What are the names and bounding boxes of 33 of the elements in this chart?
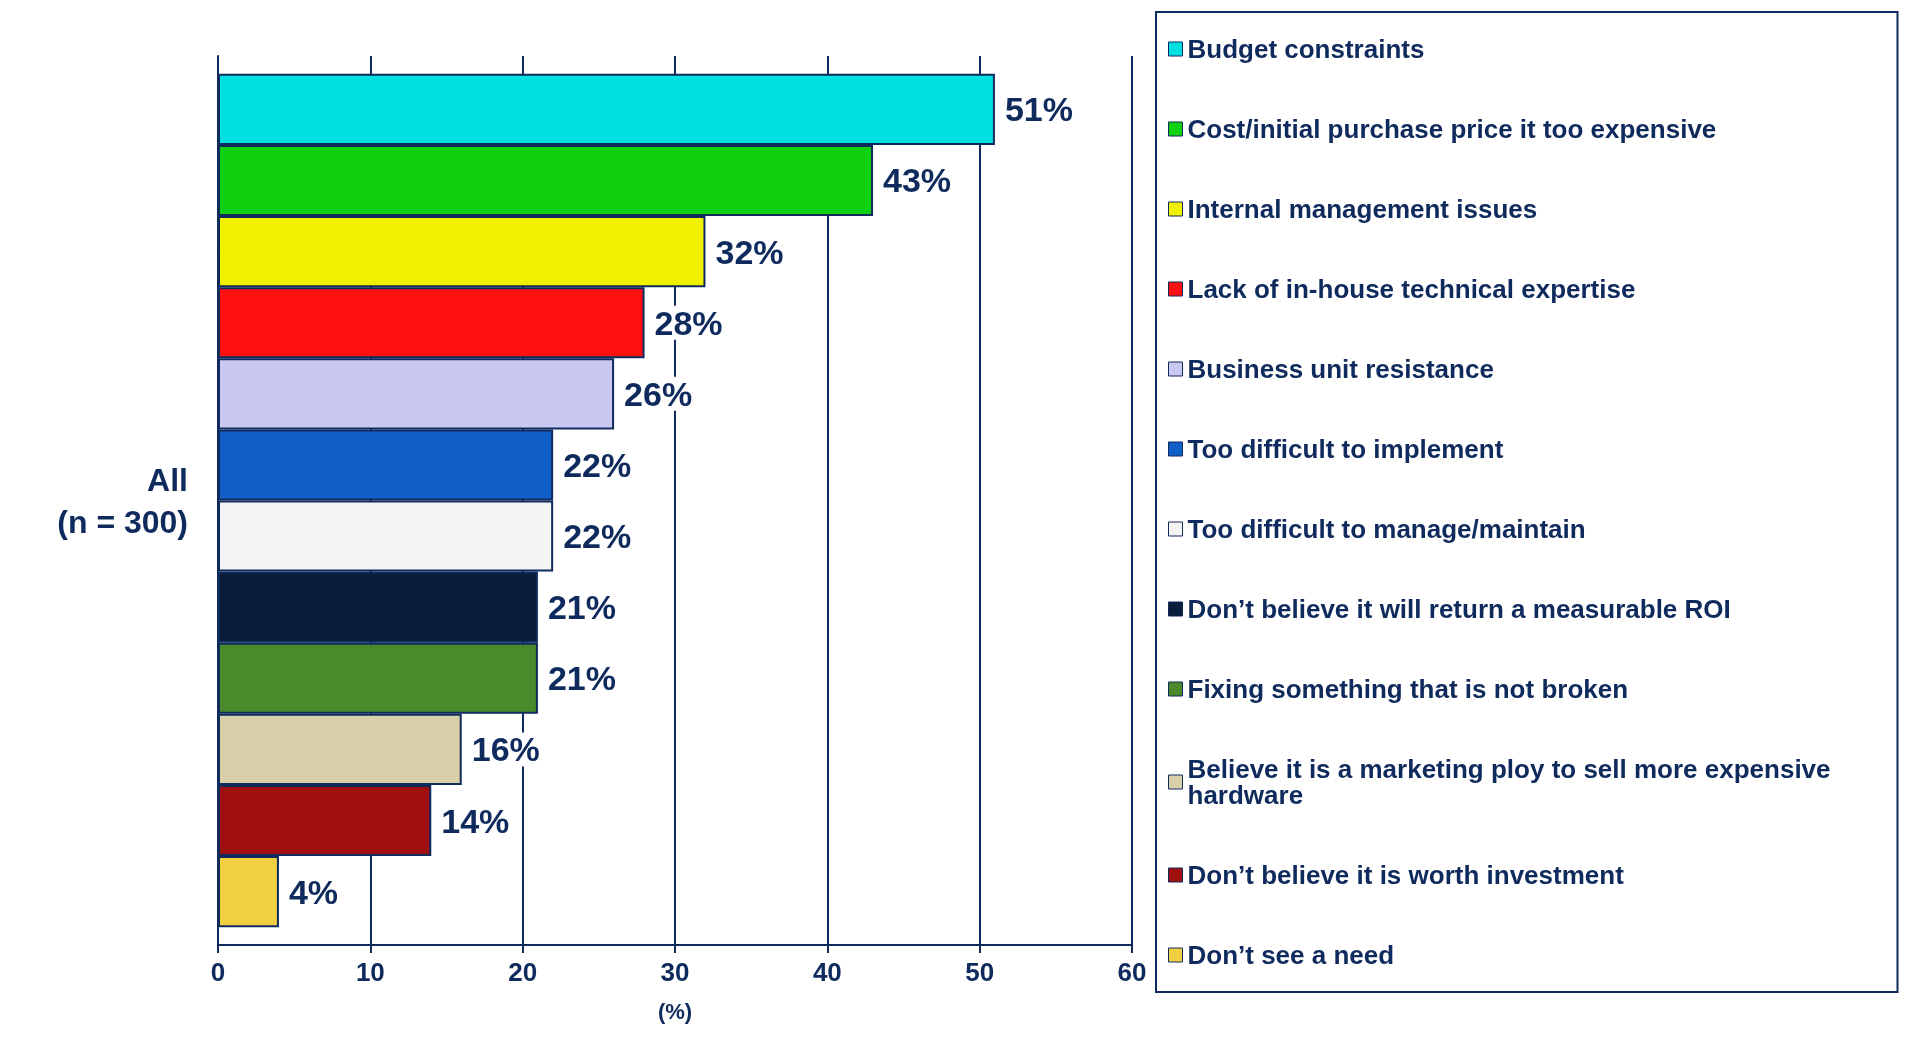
legend-label: Don’t see a need (1187, 940, 1395, 970)
x-tick-label: 60 (1117, 957, 1147, 987)
data-label: 14% (441, 801, 510, 840)
data-label: 21% (547, 588, 616, 627)
x-tick-label: 30 (660, 957, 690, 987)
data-label: 21% (547, 659, 616, 698)
data-label: 16% (471, 730, 540, 769)
legend-label: Internal management issues (1187, 194, 1538, 224)
legend-label: Budget constraints (1187, 34, 1425, 64)
legend-label: Lack of in-house technical expertise (1187, 274, 1636, 304)
data-label: 26% (624, 374, 693, 413)
data-label: 4% (288, 872, 339, 911)
legend-label: Don’t believe it will return a measurable ROI (1187, 594, 1731, 624)
data-label: 22% (563, 445, 632, 484)
legend-label: Too difficult to manage/maintain (1187, 514, 1586, 544)
data-label: 43% (883, 161, 952, 200)
data-label: 28% (654, 303, 723, 342)
x-tick-label: 10 (355, 957, 385, 987)
data-label: 22% (563, 517, 632, 556)
x-tick-label: 50 (965, 957, 995, 987)
legend-label: Cost/initial purchase price it too expensive (1187, 114, 1717, 144)
data-label: 51% (1004, 90, 1073, 129)
legend-label: Don’t believe it is worth investment (1187, 860, 1625, 890)
x-axis-title: (%) (657, 998, 693, 1024)
y-tick-label: All (n = 300) (57, 461, 188, 540)
data-label: 32% (715, 232, 784, 271)
legend-label: Fixing something that is not broken (1187, 674, 1629, 704)
x-tick-label: 20 (508, 957, 538, 987)
legend-label: Too difficult to implement (1187, 434, 1504, 464)
x-tick-label: 0 (210, 957, 226, 987)
legend-label: Believe it is a marketing ploy to sell more expensive hardware (1187, 754, 1838, 810)
legend-label: Business unit resistance (1187, 354, 1494, 384)
x-tick-label: 40 (812, 957, 842, 987)
